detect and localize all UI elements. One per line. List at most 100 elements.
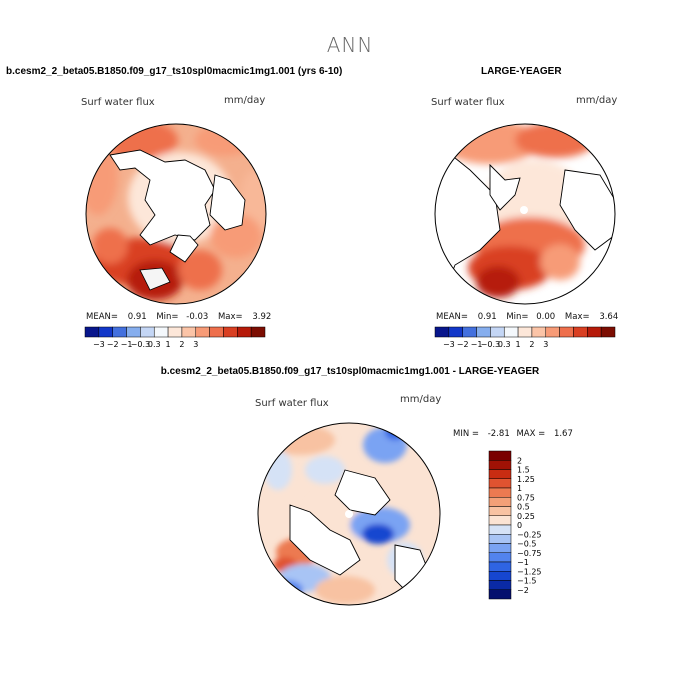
left-land-scandinavia xyxy=(209,174,246,231)
right-colorbar-tick-label: −3 xyxy=(443,340,455,349)
left-colorbar-tick-label: 2 xyxy=(179,340,184,349)
right-colorbar-box xyxy=(559,326,574,338)
right-map xyxy=(434,123,616,305)
right-colorbar-tick-label: 1 xyxy=(516,340,521,349)
right-colorbar-box xyxy=(490,326,505,338)
right-colorbar-box xyxy=(517,326,533,338)
left-max-value: 3.92 xyxy=(252,312,272,322)
left-land-greenland xyxy=(169,234,199,263)
left-colorbar-tick-label: −2 xyxy=(107,340,119,349)
diff-colorbar-box xyxy=(488,506,512,516)
left-field-label: Surf water flux xyxy=(81,97,155,108)
diff-colorbar-box xyxy=(488,487,512,498)
diff-colorbar-tick-label: −0.5 xyxy=(517,540,536,549)
diff-colorbar-tick-label: 0.5 xyxy=(517,503,530,512)
right-colorbar-box xyxy=(600,326,616,338)
right-max-label: Max= xyxy=(564,312,590,322)
left-colorbar-tick-label: −3 xyxy=(93,340,105,349)
left-map-border xyxy=(85,123,267,305)
left-colorbar-tick-label: 3 xyxy=(193,340,198,349)
diff-colorbar-box xyxy=(488,460,512,470)
left-colorbar-box xyxy=(153,326,169,338)
left-colorbar-box xyxy=(167,326,183,338)
left-mean-label: MEAN= xyxy=(86,312,118,322)
diff-max-value: 1.67 xyxy=(553,429,573,439)
right-colorbar-tick-label: −1 xyxy=(471,340,483,349)
right-colorbar-box xyxy=(476,326,491,338)
diff-colorbar-tick-label: 0.25 xyxy=(517,512,535,521)
right-units-label: mm/day xyxy=(576,95,618,106)
right-colorbar-box xyxy=(503,326,519,338)
diff-colorbar-box xyxy=(488,524,512,535)
left-units-label: mm/day xyxy=(224,95,266,106)
left-min-value: -0.03 xyxy=(186,312,209,322)
right-colorbar-box xyxy=(545,326,560,338)
diff-colorbar-tick-label: 1.5 xyxy=(517,466,530,475)
right-map-border xyxy=(434,123,616,305)
right-stats: MEAN= 0.91 Min= 0.00 Max= 3.64 xyxy=(436,312,618,322)
diff-colorbar-tick-label: 1 xyxy=(517,484,522,493)
left-mean-value: 0.91 xyxy=(127,312,147,322)
diff-colorbar-tick-label: −2 xyxy=(517,586,529,595)
diff-colorbar-tick-label: 0 xyxy=(517,521,522,530)
diff-colorbar-tick-label: −1 xyxy=(517,558,529,567)
right-colorbar-box xyxy=(573,326,588,338)
left-max-label: Max= xyxy=(217,312,243,322)
diff-colorbar: 21.51.2510.750.50.250−0.25−0.5−0.75−1−1.… xyxy=(488,450,542,600)
left-colorbar-box xyxy=(98,326,113,338)
diff-colorbar-box xyxy=(488,515,512,526)
diff-colorbar-box xyxy=(488,543,512,553)
right-min-label: Min= xyxy=(506,312,529,322)
right-colorbar-box xyxy=(587,326,602,338)
left-colorbar-box xyxy=(209,326,224,338)
right-mean-label: MEAN= xyxy=(436,312,468,322)
diff-map-border xyxy=(257,422,441,606)
right-land-archipelago xyxy=(489,163,521,211)
diff-field-label: Surf water flux xyxy=(255,398,329,409)
left-colorbar-tick-label: −1 xyxy=(121,340,133,349)
left-colorbar-box xyxy=(84,326,100,338)
right-mean-value: 0.91 xyxy=(477,312,497,322)
right-colorbar-box xyxy=(448,326,463,338)
right-colorbar-box xyxy=(462,326,477,338)
left-colorbar-box xyxy=(237,326,252,338)
right-pole-hole xyxy=(520,206,528,214)
diff-case-title: b.cesm2_2_beta05.B1850.f09_g17_ts10spl0m… xyxy=(160,366,540,377)
right-field-label: Surf water flux xyxy=(431,97,505,108)
right-colorbar-tick-label: −0.3 xyxy=(481,340,500,349)
diff-colorbar-box xyxy=(488,561,512,572)
right-case-title: LARGE-YEAGER xyxy=(481,66,562,77)
figure-title: ANN xyxy=(326,33,374,57)
diff-colorbar-box xyxy=(488,469,512,479)
left-colorbar-box xyxy=(112,326,127,338)
diff-colorbar-tick-label: 1.25 xyxy=(517,475,535,484)
left-colorbar-tick-label: 1 xyxy=(166,340,171,349)
diff-min-value: -2.81 xyxy=(487,429,510,439)
diff-max-label: MAX = xyxy=(516,429,546,439)
left-stats: MEAN= 0.91 Min= -0.03 Max= 3.92 xyxy=(86,312,271,322)
diff-colorbar-tick-label: −1.5 xyxy=(517,577,536,586)
diff-colorbar-box xyxy=(488,534,512,544)
diff-colorbar-tick-label: −1.25 xyxy=(517,567,542,576)
diff-colorbar-tick-label: −0.25 xyxy=(517,530,542,539)
left-colorbar-box xyxy=(195,326,210,338)
diff-colorbar-box xyxy=(488,580,512,590)
diff-colorbar-tick-label: −0.75 xyxy=(517,549,542,558)
diff-land-archipelago xyxy=(334,469,391,516)
right-land-west xyxy=(435,124,501,304)
left-colorbar-tick-label: −0.3 xyxy=(131,340,150,349)
left-case-title: b.cesm2_2_beta05.B1850.f09_g17_ts10spl0m… xyxy=(6,66,343,77)
right-colorbar-tick-label: 3 xyxy=(543,340,548,349)
right-colorbar-box xyxy=(531,326,547,338)
left-colorbar-box xyxy=(126,326,141,338)
right-colorbar-tick-label: 0.3 xyxy=(498,340,511,349)
diff-colorbar-box xyxy=(488,497,512,507)
right-colorbar: −3 −2 −1−0.30.3 1 2 3 xyxy=(434,326,616,349)
diff-pole-hole xyxy=(345,510,353,518)
diff-colorbar-box xyxy=(488,450,512,461)
right-colorbar-tick-label: −2 xyxy=(457,340,469,349)
left-colorbar-tick-label: 0.3 xyxy=(148,340,161,349)
left-colorbar-box xyxy=(140,326,155,338)
diff-colorbar-box xyxy=(488,571,512,581)
diff-map xyxy=(257,422,441,606)
